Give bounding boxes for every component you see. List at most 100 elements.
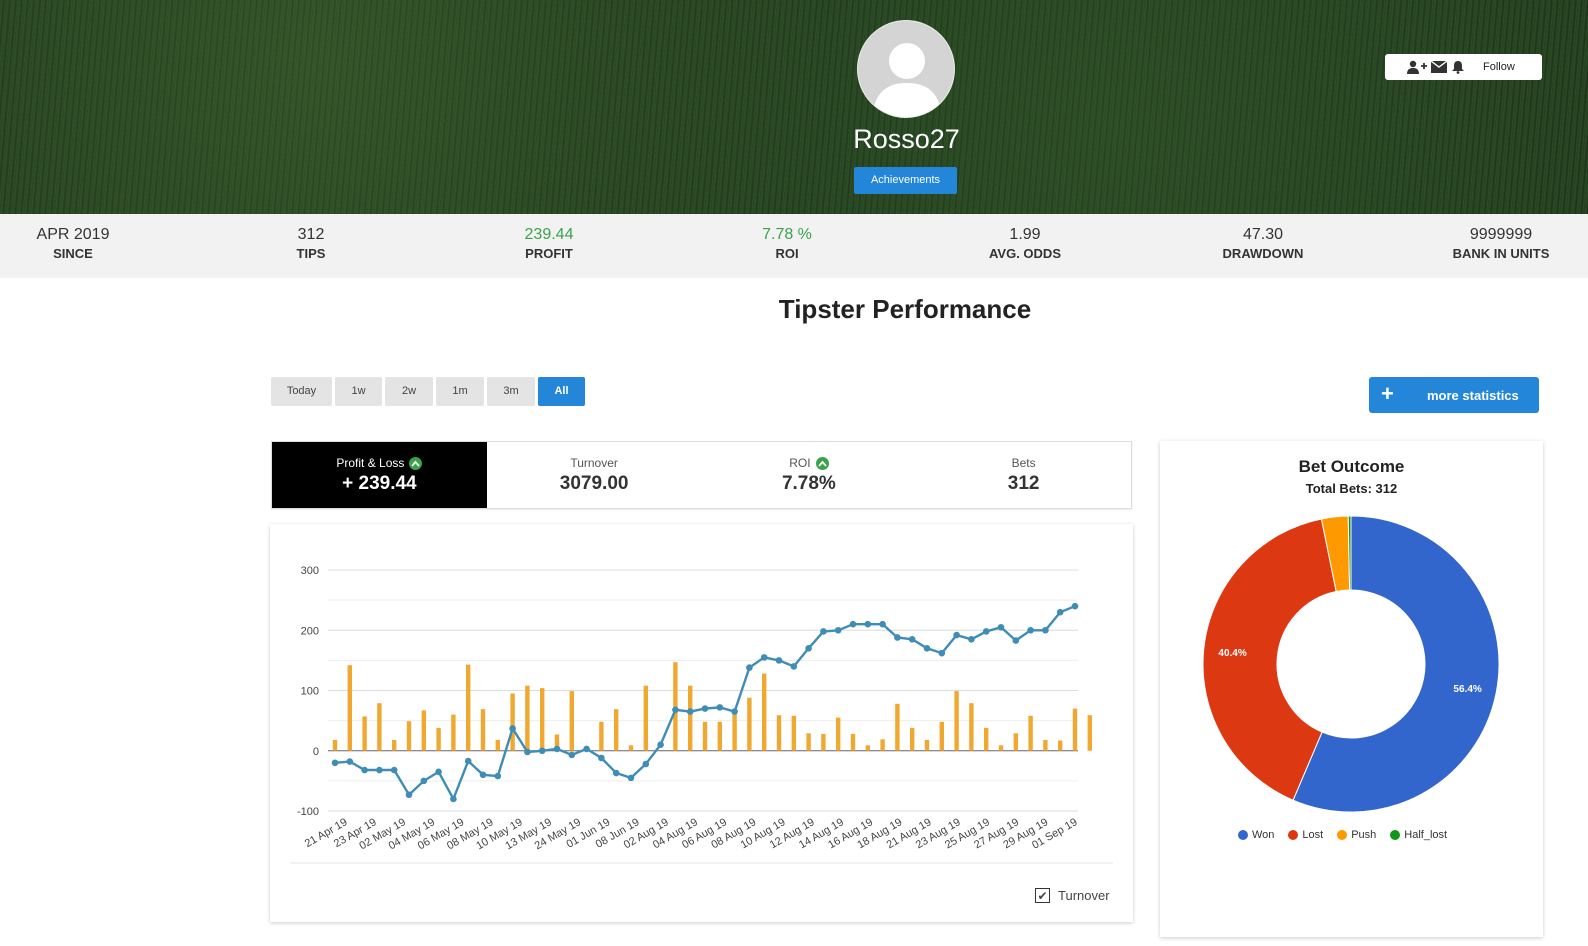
bet-outcome-card: Bet Outcome Total Bets: 312 56.4% 40.4% W… [1160, 441, 1543, 937]
turnover-bar [643, 685, 648, 751]
turnover-toggle[interactable]: ✔ Turnover [1035, 888, 1110, 903]
profit-loss-point [701, 705, 709, 712]
legend-swatch [1390, 830, 1401, 840]
add-user-icon[interactable] [1407, 60, 1427, 74]
profit-loss-point [982, 628, 990, 635]
legend-label: Won [1252, 829, 1275, 841]
profit-loss-point [361, 766, 368, 774]
kpi-value: 312 [1007, 473, 1040, 494]
profit-loss-point [923, 645, 931, 652]
more-statistics-button[interactable]: + more statistics [1369, 377, 1539, 413]
turnover-bar [895, 703, 900, 751]
performance-chart-card: -100 0 100 200 300 21 Apr 19 23 Apr 19 02 May 1… [270, 524, 1133, 922]
legend-item-push[interactable]: Push [1337, 829, 1376, 841]
kpi-roi[interactable]: ROI 7.78% [702, 442, 917, 508]
profit-loss-point [1012, 637, 1020, 644]
turnover-bar [421, 710, 426, 751]
legend-item-won[interactable]: Won [1238, 829, 1274, 841]
profit-loss-point [908, 635, 916, 643]
envelope-icon[interactable] [1431, 61, 1447, 73]
kpi-value: 3079.00 [559, 473, 629, 494]
turnover-bar [1087, 715, 1092, 751]
profit-loss-point [435, 768, 442, 776]
stat-value: 312 [297, 226, 325, 243]
bet-outcome-donut: 56.4% 40.4% [1202, 515, 1500, 813]
stat-value: 239.44 [524, 226, 574, 243]
follow-actions: Follow [1385, 54, 1542, 80]
range-3m-button[interactable]: 3m [487, 377, 535, 406]
profit-loss-point [376, 766, 383, 774]
stat-label: SINCE [53, 246, 93, 261]
turnover-bar [865, 745, 870, 751]
stat-label: TIPS [296, 246, 326, 261]
legend-swatch [1288, 830, 1299, 840]
profit-loss-point [731, 708, 738, 715]
turnover-bar [1043, 739, 1048, 751]
turnover-legend-label: Turnover [1058, 888, 1110, 903]
profile-banner: Rosso27 Achievements Follow [0, 0, 1588, 214]
turnover-bar [406, 721, 412, 751]
stat-value: 47.30 [1242, 226, 1284, 243]
bell-icon[interactable] [1451, 60, 1465, 74]
kpi-label: Turnover [570, 456, 618, 470]
turnover-bar [362, 716, 367, 751]
donut-legend: Won Lost Push Half_lost [1238, 829, 1447, 841]
stat-profit: 239.44 PROFIT [459, 226, 639, 261]
profit-loss-point [583, 745, 590, 753]
turnover-bar [939, 721, 944, 751]
stat-bank: 9999999 BANK IN UNITS [1411, 226, 1588, 261]
stat-roi: 7.78 % ROI [697, 226, 877, 261]
stat-label: ROI [775, 246, 799, 261]
checkbox-checked-icon[interactable]: ✔ [1035, 888, 1050, 903]
kpi-value: + 239.44 [342, 473, 417, 494]
turnover-bar [732, 709, 737, 751]
profit-loss-point [1071, 602, 1079, 610]
kpi-turnover[interactable]: Turnover 3079.00 [487, 442, 702, 508]
y-tick-label: -100 [297, 806, 319, 818]
profit-loss-point [746, 664, 753, 671]
donut-slice-label: 56.4% [1453, 684, 1481, 695]
turnover-bar [984, 727, 989, 751]
profit-loss-point [390, 766, 398, 774]
legend-swatch [1337, 830, 1348, 840]
follow-button[interactable]: Follow [1483, 61, 1515, 73]
profit-loss-point [538, 747, 546, 755]
profit-loss-point [1056, 608, 1064, 616]
donut-slice-lost [1202, 518, 1337, 801]
arrow-up-icon [409, 456, 423, 470]
stat-avg-odds: 1.99 AVG. ODDS [935, 226, 1115, 261]
kpi-profit-loss[interactable]: Profit & Loss + 239.44 [272, 442, 487, 508]
turnover-bar [1013, 733, 1018, 751]
y-tick-label: 200 [301, 625, 319, 637]
stat-label: DRAWDOWN [1222, 246, 1304, 261]
profit-loss-point [346, 758, 354, 765]
turnover-bar [451, 714, 456, 751]
range-2w-button[interactable]: 2w [385, 377, 433, 406]
stat-drawdown: 47.30 DRAWDOWN [1173, 226, 1353, 261]
stat-value: APR 2019 [36, 226, 110, 243]
range-1m-button[interactable]: 1m [436, 377, 484, 406]
stats-bar: APR 2019 SINCE 312 TIPS 239.44 PROFIT 7.78 … [0, 214, 1588, 278]
turnover-bar [628, 745, 634, 751]
profit-loss-point [479, 771, 487, 779]
profit-loss-point [1042, 626, 1049, 634]
range-selector: Today 1w 2w 1m 3m All [271, 377, 585, 406]
legend-label: Push [1351, 829, 1377, 841]
y-tick-label: 0 [313, 746, 319, 758]
range-1w-button[interactable]: 1w [335, 377, 382, 406]
turnover-bar [495, 739, 500, 751]
profit-loss-point [553, 745, 561, 753]
range-today-button[interactable]: Today [271, 377, 332, 406]
legend-item-lost[interactable]: Lost [1288, 829, 1323, 841]
donut-subtitle: Total Bets: 312 [1305, 481, 1398, 496]
turnover-bar [791, 715, 796, 751]
achievements-button[interactable]: Achievements [854, 167, 957, 194]
kpi-bets[interactable]: Bets 312 [916, 442, 1131, 508]
plus-icon: + [1381, 381, 1394, 406]
profit-loss-point [642, 760, 650, 768]
range-all-button[interactable]: All [538, 377, 585, 406]
legend-item-half-lost[interactable]: Half_lost [1390, 829, 1447, 841]
turnover-bar [910, 727, 915, 751]
profit-loss-point [568, 751, 576, 759]
